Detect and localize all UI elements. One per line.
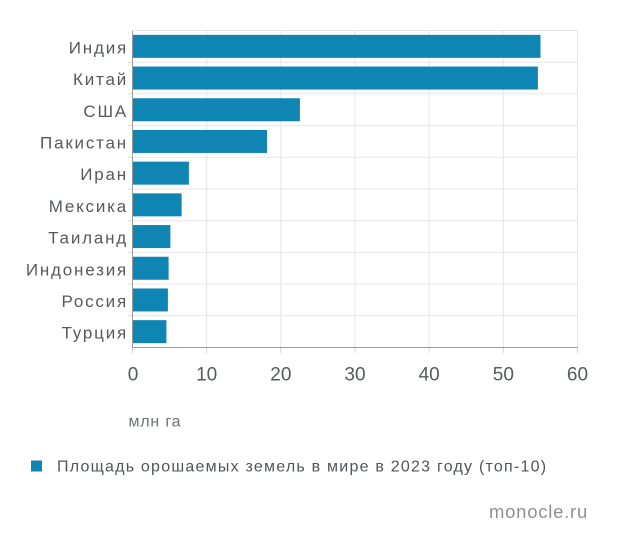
svg-text:млн га: млн га [129, 414, 182, 431]
svg-text:20: 20 [270, 365, 291, 386]
svg-text:Турция: Турция [62, 324, 128, 343]
svg-text:60: 60 [567, 365, 588, 386]
svg-text:30: 30 [344, 365, 365, 386]
svg-text:Индия: Индия [69, 38, 128, 57]
svg-text:Мексика: Мексика [49, 197, 128, 216]
svg-text:0: 0 [128, 365, 139, 386]
svg-text:Иран: Иран [80, 165, 128, 184]
svg-text:Россия: Россия [61, 292, 128, 311]
svg-text:50: 50 [493, 365, 514, 386]
svg-text:Китай: Китай [73, 70, 128, 89]
svg-text:Площадь орошаемых земель в мир: Площадь орошаемых земель в мире в 2023 г… [57, 459, 547, 476]
svg-text:Индонезия: Индонезия [26, 260, 128, 279]
svg-text:40: 40 [419, 365, 440, 386]
svg-text:10: 10 [196, 365, 217, 386]
svg-text:monocle.ru: monocle.ru [489, 501, 588, 522]
svg-text:США: США [83, 102, 128, 121]
svg-text:Таиланд: Таиланд [48, 229, 128, 248]
svg-text:Пакистан: Пакистан [40, 134, 128, 153]
